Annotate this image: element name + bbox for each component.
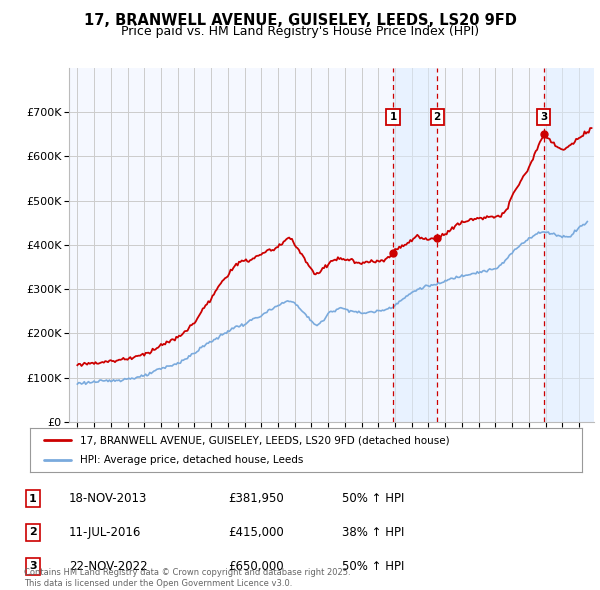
Bar (544, 68, 594, 422)
Text: 3: 3 (540, 113, 547, 122)
Text: 50% ↑ HPI: 50% ↑ HPI (342, 492, 404, 505)
Text: 2: 2 (434, 113, 441, 122)
Text: 1: 1 (389, 113, 397, 122)
Text: 17, BRANWELL AVENUE, GUISELEY, LEEDS, LS20 9FD: 17, BRANWELL AVENUE, GUISELEY, LEEDS, LS… (83, 13, 517, 28)
Text: HPI: Average price, detached house, Leeds: HPI: Average price, detached house, Leed… (80, 455, 303, 466)
Text: 17, BRANWELL AVENUE, GUISELEY, LEEDS, LS20 9FD (detached house): 17, BRANWELL AVENUE, GUISELEY, LEEDS, LS… (80, 435, 449, 445)
Text: Contains HM Land Registry data © Crown copyright and database right 2025.
This d: Contains HM Land Registry data © Crown c… (24, 568, 350, 588)
Bar (393, 68, 437, 422)
Text: 3: 3 (29, 562, 37, 571)
Text: 1: 1 (29, 494, 37, 503)
Text: 22-NOV-2022: 22-NOV-2022 (69, 560, 148, 573)
Text: Price paid vs. HM Land Registry's House Price Index (HPI): Price paid vs. HM Land Registry's House … (121, 25, 479, 38)
Text: £381,950: £381,950 (228, 492, 284, 505)
Text: 50% ↑ HPI: 50% ↑ HPI (342, 560, 404, 573)
Text: 38% ↑ HPI: 38% ↑ HPI (342, 526, 404, 539)
Text: £415,000: £415,000 (228, 526, 284, 539)
Text: 11-JUL-2016: 11-JUL-2016 (69, 526, 142, 539)
Text: 18-NOV-2013: 18-NOV-2013 (69, 492, 148, 505)
Text: £650,000: £650,000 (228, 560, 284, 573)
Text: 2: 2 (29, 527, 37, 537)
